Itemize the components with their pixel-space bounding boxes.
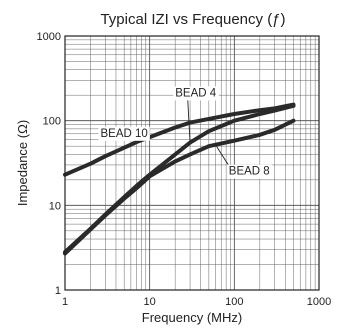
annotation-label-3: BEAD 8 xyxy=(229,166,270,178)
y-tick-label: 1 xyxy=(55,285,61,297)
annotation-background xyxy=(226,164,272,179)
annotation-label-2: BEAD 4 xyxy=(175,87,217,99)
annotation-background xyxy=(173,86,219,101)
x-tick-label: 10 xyxy=(144,296,156,308)
plot-frame xyxy=(64,35,320,291)
y-tick-label: 1000 xyxy=(37,31,61,43)
tick-labels: 1 10 100 1000 1 10 100 1000 xyxy=(37,31,332,308)
series-line-1 xyxy=(63,102,296,177)
series-lines xyxy=(63,102,296,256)
grid xyxy=(64,36,319,291)
x-tick-label: 1000 xyxy=(307,296,331,308)
annotation-leader-2 xyxy=(187,99,191,143)
annotation-label-1: BEAD 10 xyxy=(101,128,148,140)
x-axis-label: Frequency (MHz) xyxy=(142,310,242,325)
annotation-leader-3 xyxy=(215,144,230,166)
chart-title: Typical IZI vs Frequency (ƒ) xyxy=(100,11,285,28)
series-line-3 xyxy=(63,118,296,256)
y-tick-label: 10 xyxy=(49,200,61,212)
x-tick-label: 100 xyxy=(225,296,243,308)
y-axis-label: Impedance (Ω) xyxy=(15,120,30,206)
y-tick-label: 100 xyxy=(43,116,61,128)
x-tick-label: 1 xyxy=(62,296,68,308)
annotation-background xyxy=(98,126,150,141)
series-annotations: BEAD 10 BEAD 4 BEAD 8 xyxy=(98,86,272,179)
